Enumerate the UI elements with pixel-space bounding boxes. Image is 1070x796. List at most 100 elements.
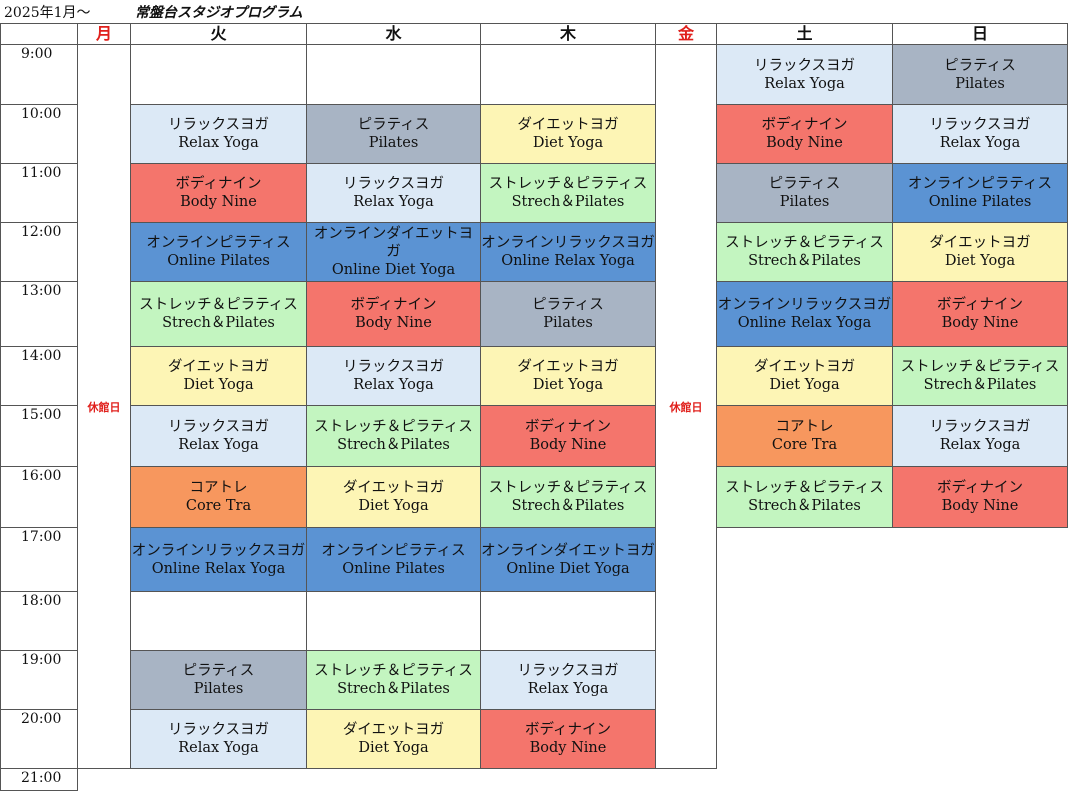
class-name-jp: オンラインリラックスヨガ — [481, 235, 655, 251]
class-name-en: Online Relax Yoga — [151, 560, 286, 577]
class-name-jp: ボディナイン — [525, 419, 611, 435]
time-slot-label: 11:00 — [0, 163, 78, 223]
time-slot-label: 19:00 — [0, 650, 78, 710]
class-cell: ダイエットヨガ Diet Yoga — [130, 346, 307, 406]
class-name-jp: リラックスヨガ — [517, 663, 619, 679]
class-cell: オンラインリラックスヨガ Online Relax Yoga — [130, 527, 307, 592]
class-cell: リラックスヨガ Relax Yoga — [480, 650, 656, 710]
class-name-jp: オンラインリラックスヨガ — [131, 542, 306, 559]
class-name-en: Relax Yoga — [939, 135, 1021, 151]
class-name-en: Online Relax Yoga — [737, 315, 872, 331]
class-name-en: Relax Yoga — [939, 437, 1021, 453]
class-cell: ボディナイン Body Nine — [306, 281, 481, 347]
class-name-en: Relax Yoga — [527, 681, 609, 697]
class-name-en: Diet Yoga — [358, 740, 429, 756]
class-name-en: Online Diet Yoga — [331, 262, 456, 278]
empty-slot — [130, 591, 307, 651]
class-name-en: Core Tra — [771, 437, 838, 453]
class-name-en: Diet Yoga — [532, 377, 604, 393]
class-name-jp: ボディナイン — [937, 297, 1023, 313]
class-cell: オンラインダイエットヨガ Online Diet Yoga — [480, 527, 656, 592]
class-cell: ピラティス Pilates — [130, 650, 307, 710]
day-header-6: 土 — [716, 23, 893, 45]
class-name-jp: ピラティス — [182, 663, 255, 679]
class-cell: ピラティス Pilates — [892, 44, 1068, 105]
class-cell: オンラインリラックスヨガ Online Relax Yoga — [716, 281, 893, 347]
closed-day-cell: 休館日 — [655, 44, 717, 769]
class-name-jp: ストレッチ＆ピラティス — [725, 480, 884, 496]
empty-slot — [130, 44, 307, 105]
class-name-en: Relax Yoga — [178, 740, 259, 756]
class-name-en: Core Tra — [185, 498, 252, 514]
class-name-jp: オンラインダイエットヨガ — [313, 226, 474, 260]
class-cell: リラックスヨガ Relax Yoga — [130, 405, 307, 467]
class-name-en: Strech＆Pilates — [748, 253, 861, 269]
class-cell: ストレッチ＆ピラティス Strech＆Pilates — [892, 346, 1068, 406]
class-name-jp: リラックスヨガ — [167, 722, 270, 738]
class-name-en: Strech＆Pilates — [511, 194, 625, 210]
class-name-jp: ダイエットヨガ — [517, 117, 619, 133]
class-cell: ストレッチ＆ピラティス Strech＆Pilates — [306, 405, 481, 467]
class-name-jp: ストレッチ＆ピラティス — [139, 297, 298, 313]
class-name-jp: ストレッチ＆ピラティス — [900, 359, 1060, 375]
class-name-jp: ピラティス — [532, 297, 604, 313]
time-slot-label: 18:00 — [0, 591, 78, 651]
class-cell: ダイエットヨガ Diet Yoga — [480, 104, 656, 164]
class-cell: ダイエットヨガ Diet Yoga — [480, 346, 656, 406]
time-slot-label: 13:00 — [0, 281, 78, 347]
class-name-en: Pilates — [368, 135, 419, 151]
class-cell: リラックスヨガ Relax Yoga — [892, 405, 1068, 467]
day-header-4: 木 — [480, 23, 656, 45]
class-name-en: Online Pilates — [167, 253, 270, 269]
class-cell: ボディナイン Body Nine — [480, 405, 656, 467]
class-name-en: Relax Yoga — [353, 194, 434, 210]
class-name-en: Strech＆Pilates — [162, 315, 275, 331]
closed-day-cell: 休館日 — [77, 44, 131, 769]
class-name-jp: ストレッチ＆ピラティス — [488, 176, 648, 192]
class-name-jp: ストレッチ＆ピラティス — [725, 235, 884, 251]
class-name-jp: ストレッチ＆ピラティス — [314, 663, 473, 679]
class-cell: ボディナイン Body Nine — [892, 281, 1068, 347]
class-cell: ボディナイン Body Nine — [716, 104, 893, 164]
empty-slot — [306, 44, 481, 105]
day-header-5: 金 — [655, 23, 717, 45]
class-name-jp: ピラティス — [768, 176, 841, 192]
class-name-jp: ボディナイン — [175, 176, 262, 192]
class-name-jp: リラックスヨガ — [167, 419, 270, 435]
class-name-en: Online Pilates — [342, 560, 445, 577]
class-cell: リラックスヨガ Relax Yoga — [130, 709, 307, 769]
class-name-jp: ストレッチ＆ピラティス — [488, 480, 648, 496]
class-name-en: Body Nine — [941, 315, 1019, 331]
class-name-jp: オンラインピラティス — [146, 235, 291, 251]
class-cell: ダイエットヨガ Diet Yoga — [892, 222, 1068, 282]
class-cell: オンラインダイエットヨガ Online Diet Yoga — [306, 222, 481, 282]
class-name-jp: ボディナイン — [937, 480, 1023, 496]
empty-slot — [480, 591, 656, 651]
class-cell: リラックスヨガ Relax Yoga — [892, 104, 1068, 164]
class-cell: ストレッチ＆ピラティス Strech＆Pilates — [480, 466, 656, 528]
class-name-jp: ストレッチ＆ピラティス — [314, 419, 473, 435]
class-name-jp: リラックスヨガ — [929, 117, 1031, 133]
time-column-header — [0, 23, 78, 45]
time-slot-label: 14:00 — [0, 346, 78, 406]
class-name-en: Body Nine — [941, 498, 1019, 514]
class-name-en: Diet Yoga — [532, 135, 604, 151]
time-slot-label: 15:00 — [0, 405, 78, 467]
class-name-en: Body Nine — [355, 315, 432, 331]
class-cell: ストレッチ＆ピラティス Strech＆Pilates — [306, 650, 481, 710]
class-name-en: Body Nine — [180, 194, 257, 210]
time-slot-label: 17:00 — [0, 527, 78, 592]
studio-program-title: 常盤台スタジオプログラム — [135, 5, 303, 21]
time-slot-label: 21:00 — [0, 768, 78, 791]
time-slot-label: 12:00 — [0, 222, 78, 282]
class-name-jp: ピラティス — [357, 117, 430, 133]
class-cell: ボディナイン Body Nine — [480, 709, 656, 769]
class-cell: オンラインピラティス Online Pilates — [306, 527, 481, 592]
empty-slot — [480, 44, 656, 105]
class-name-jp: ボディナイン — [761, 117, 848, 133]
class-name-jp: ボディナイン — [350, 297, 437, 313]
class-name-en: Pilates — [543, 315, 593, 331]
class-name-en: Body Nine — [766, 135, 843, 151]
class-name-en: Strech＆Pilates — [923, 377, 1037, 393]
class-cell: ダイエットヨガ Diet Yoga — [716, 346, 893, 406]
